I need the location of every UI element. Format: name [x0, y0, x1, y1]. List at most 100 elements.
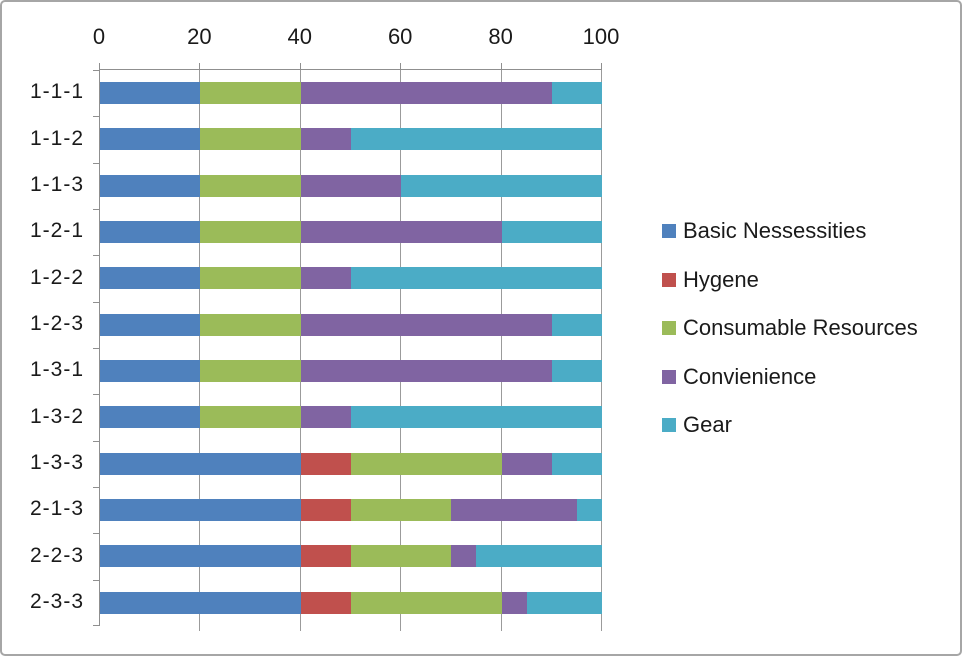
bar-segment-convienience — [300, 174, 402, 197]
bar-row — [100, 580, 602, 626]
bar-segment-basic-nessessities — [100, 406, 201, 429]
stacked-bar — [100, 267, 602, 290]
bar-segment-basic-nessessities — [100, 452, 301, 475]
bar-segment-consumable-resources — [350, 591, 502, 614]
legend: Basic Nessessities Hygene Consumable Resou… — [662, 207, 957, 450]
bar-segment-convienience — [501, 591, 527, 614]
stacked-bar — [100, 360, 602, 383]
x-axis-tick — [601, 63, 602, 70]
bar-segment-convienience — [300, 360, 552, 383]
stacked-bar — [100, 545, 602, 568]
y-axis-tick — [93, 348, 100, 349]
bar-segment-hygene — [300, 499, 351, 522]
plot-area — [93, 63, 602, 631]
y-axis-tick — [93, 625, 100, 626]
bar-row — [100, 348, 602, 394]
bar-segment-gear — [551, 452, 602, 475]
bar-segment-convienience — [300, 406, 351, 429]
bar-segment-gear — [401, 174, 602, 197]
x-axis-tick — [99, 63, 100, 70]
x-axis-tick — [400, 63, 402, 70]
stacked-bar — [100, 313, 602, 336]
category-label: 1-2-2 — [29, 265, 84, 289]
bar-row — [100, 209, 602, 255]
stacked-bar — [100, 406, 602, 429]
y-axis-tick — [93, 579, 100, 581]
bar-segment-gear — [501, 221, 602, 244]
stacked-bar — [100, 82, 602, 105]
legend-item: Gear — [662, 401, 957, 450]
x-axis-tick — [299, 63, 301, 70]
bar-segment-consumable-resources — [200, 128, 301, 151]
bar-segment-basic-nessessities — [100, 545, 301, 568]
bar-segment-consumable-resources — [200, 174, 301, 197]
y-axis-tick — [93, 209, 100, 210]
bar-segment-consumable-resources — [200, 82, 301, 105]
category-label: 1-1-1 — [29, 80, 84, 104]
x-axis-tick-label: 40 — [287, 24, 313, 49]
x-axis-tick-label: 100 — [582, 24, 620, 49]
bar-segment-consumable-resources — [350, 545, 452, 568]
bar-segment-consumable-resources — [200, 406, 301, 429]
category-label: 2-2-3 — [29, 543, 84, 567]
bar-segment-hygene — [300, 545, 351, 568]
bar-row — [100, 163, 602, 209]
bar-row — [100, 441, 602, 487]
bar-segment-gear — [476, 545, 602, 568]
y-axis-tick — [93, 255, 100, 257]
category-label: 1-3-3 — [29, 450, 84, 474]
bar-segment-basic-nessessities — [100, 128, 201, 151]
legend-swatch-icon — [662, 418, 676, 433]
bar-segment-basic-nessessities — [100, 267, 201, 290]
legend-swatch-icon — [662, 224, 676, 239]
bar-segment-consumable-resources — [200, 267, 301, 290]
y-axis-tick — [93, 162, 100, 164]
category-label: 2-1-3 — [29, 497, 84, 521]
x-axis-tick-label: 80 — [488, 24, 513, 49]
y-axis-tick — [93, 487, 100, 488]
x-axis-tick — [500, 63, 502, 70]
bar-row — [100, 70, 602, 116]
bar-segment-consumable-resources — [200, 221, 301, 244]
stacked-bar — [100, 174, 602, 197]
gridline — [500, 70, 502, 631]
bar-row — [100, 394, 602, 440]
bar-segment-convienience — [300, 267, 351, 290]
stacked-bar — [100, 591, 602, 614]
bar-segment-gear — [576, 499, 602, 522]
category-axis-labels: 1-1-1 1-1-2 1-1-3 1-2-1 1-2-2 1-2-3 1-3-1 1-3-2… — [2, 69, 84, 625]
stacked-bar — [100, 452, 602, 475]
bar-segment-convienience — [300, 221, 502, 244]
stacked-bar — [100, 499, 602, 522]
category-label: 1-2-1 — [29, 219, 84, 243]
gridline — [199, 70, 201, 631]
bar-segment-gear — [350, 406, 602, 429]
x-axis-tick-label: 0 — [92, 24, 106, 49]
bar-row — [100, 302, 602, 348]
bar-segment-basic-nessessities — [100, 313, 201, 336]
bar-segment-consumable-resources — [350, 452, 502, 475]
bar-segment-basic-nessessities — [100, 591, 301, 614]
legend-label: Consumable Resources — [683, 315, 918, 341]
bar-segment-consumable-resources — [200, 360, 301, 383]
legend-item: Hygene — [662, 256, 957, 305]
bar-segment-convienience — [451, 499, 577, 522]
x-axis-tick — [199, 63, 201, 70]
bar-segment-convienience — [501, 452, 552, 475]
bar-row — [100, 533, 602, 579]
legend-swatch-icon — [662, 272, 676, 287]
stacked-bar — [100, 128, 602, 151]
bar-segment-gear — [526, 591, 602, 614]
bar-segment-basic-nessessities — [100, 360, 201, 383]
bar-segment-convienience — [300, 128, 351, 151]
legend-swatch-icon — [662, 321, 676, 336]
bar-segment-consumable-resources — [200, 313, 301, 336]
legend-label: Hygene — [683, 266, 759, 292]
x-axis-tick-labels: 0 20 40 60 80 100 — [93, 22, 619, 52]
gridline — [299, 70, 301, 631]
bar-segment-basic-nessessities — [100, 174, 201, 197]
bar-row — [100, 255, 602, 301]
category-label: 1-3-1 — [29, 358, 84, 382]
bar-segment-basic-nessessities — [100, 221, 201, 244]
y-axis-tick — [93, 533, 100, 535]
